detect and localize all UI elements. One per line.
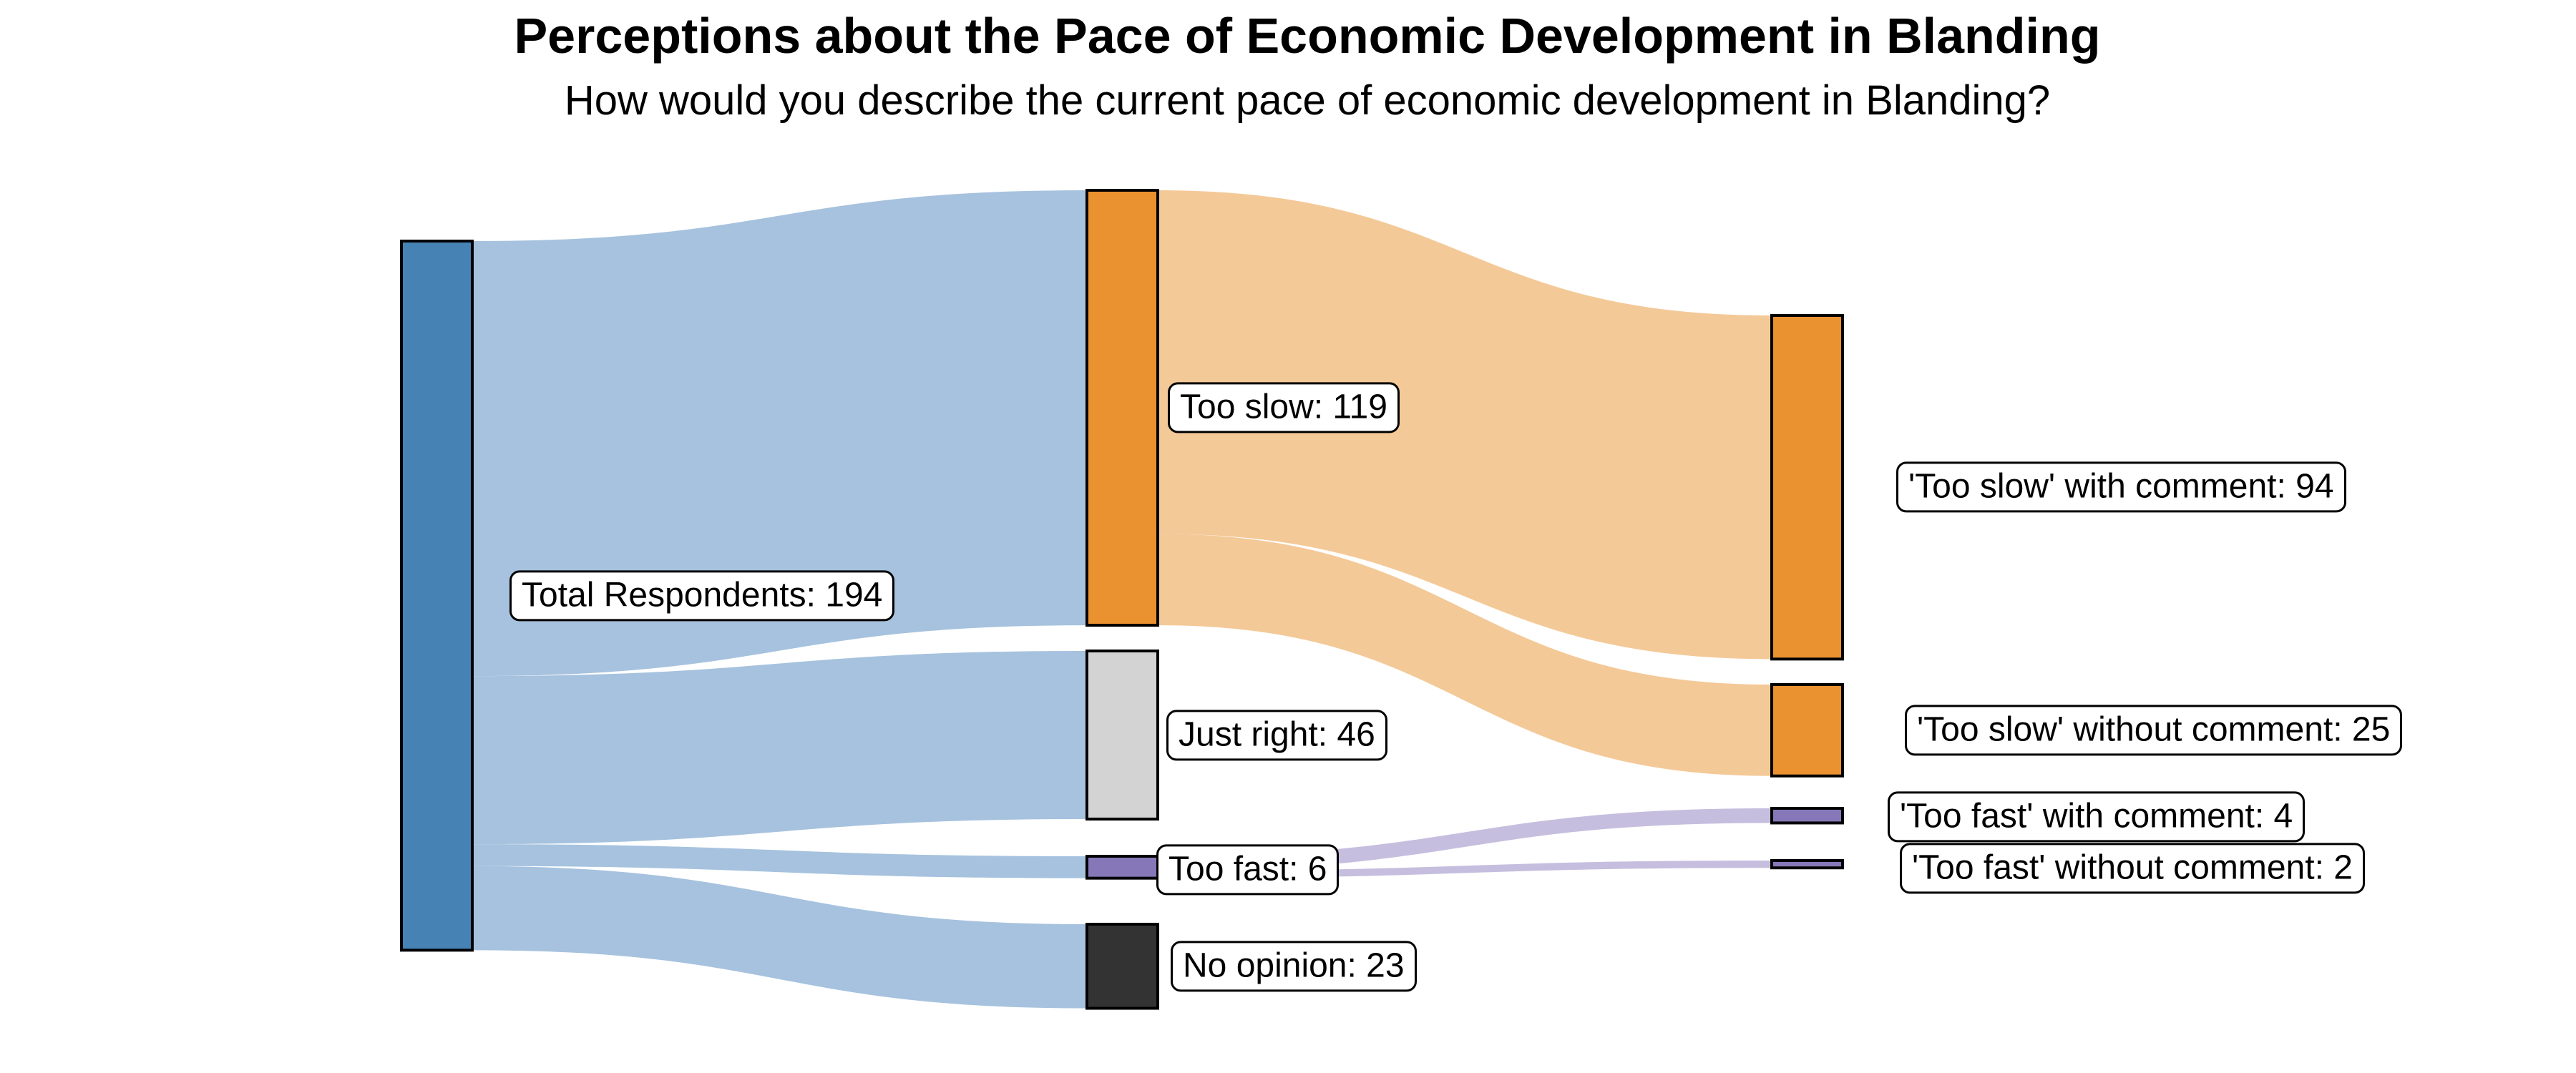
flow-total-to-too_slow (472, 190, 1087, 677)
sankey-node-total (400, 240, 474, 952)
label-too-slow-without-comment: 'Too slow' without comment: 25 (1905, 705, 2403, 756)
flow-total-to-too_fast (472, 844, 1087, 878)
sankey-node-ts_without (1770, 683, 1844, 778)
label-too-fast-with-comment: 'Too fast' with comment: 4 (1888, 791, 2306, 843)
sankey-node-too_fast (1085, 855, 1159, 880)
sankey-node-just_right (1085, 650, 1159, 821)
chart-title: Perceptions about the Pace of Economic D… (514, 8, 2101, 64)
sankey-node-too_slow (1085, 189, 1159, 627)
sankey-node-no_opinion (1085, 923, 1159, 1010)
label-total-respondents: Total Respondents: 194 (509, 570, 895, 622)
label-too-fast-without-comment: 'Too fast' without comment: 2 (1900, 843, 2365, 894)
sankey-node-tf_with (1770, 807, 1844, 825)
flow-total-to-just_right (472, 651, 1087, 845)
flow-too_slow-to-ts_without (1158, 534, 1772, 776)
sankey-node-tf_without (1770, 859, 1844, 870)
label-too-fast: Too fast: 6 (1156, 844, 1340, 896)
chart-subtitle: How would you describe the current pace … (564, 77, 2051, 124)
label-too-slow: Too slow: 119 (1168, 382, 1400, 433)
flow-too_slow-to-ts_with (1158, 190, 1772, 660)
label-just-right: Just right: 46 (1166, 709, 1387, 761)
flow-total-to-no_opinion (472, 866, 1087, 1009)
sankey-node-ts_with (1770, 314, 1844, 661)
title-block: Perceptions about the Pace of Economic D… (19, 0, 2576, 126)
label-no-opinion: No opinion: 23 (1171, 941, 1417, 992)
label-too-slow-with-comment: 'Too slow' with comment: 94 (1896, 461, 2346, 513)
